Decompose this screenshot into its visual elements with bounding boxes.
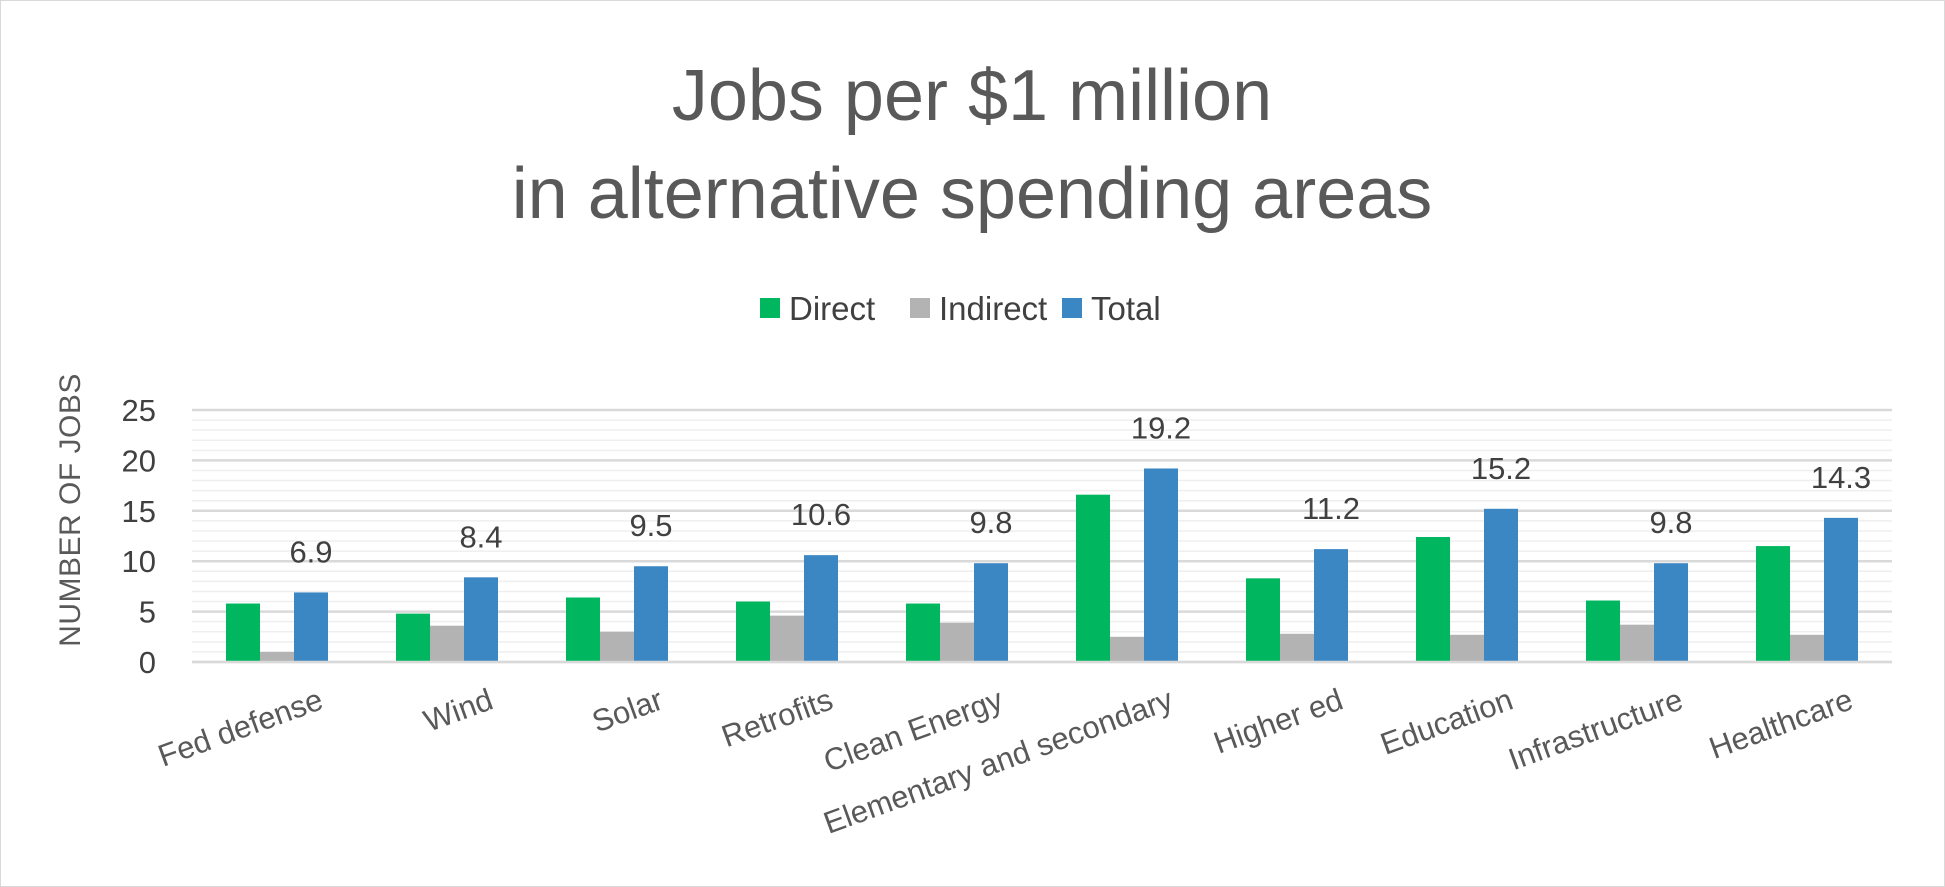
bar-total [1654,563,1688,662]
legend-label-indirect: Indirect [939,290,1047,327]
bar-direct [906,603,940,662]
bar-indirect [770,615,804,662]
bar-direct [396,613,430,662]
data-label-total: 14.3 [1811,460,1871,495]
y-tick-label: 5 [139,595,156,630]
x-tick-label: Healthcare [1705,682,1858,766]
data-label-total: 10.6 [791,497,851,532]
bar-indirect [1450,634,1484,662]
x-tick-label: Retrofits [717,682,837,754]
bar-direct [736,601,770,662]
legend-swatch-indirect [910,298,930,318]
x-tick-label: Higher ed [1209,682,1347,761]
x-tick-label: Fed defense [153,682,327,774]
x-tick-label: Education [1376,682,1518,762]
bar-direct [226,603,260,662]
y-tick-label: 15 [122,494,156,529]
bar-direct [566,597,600,662]
bars [226,468,1858,662]
bar-direct [1246,578,1280,662]
legend-swatch-direct [760,298,780,318]
bar-total [974,563,1008,662]
bar-indirect [1620,624,1654,662]
bar-total [634,566,668,662]
y-tick-label: 0 [139,645,156,680]
bar-indirect [600,631,634,662]
legend-label-direct: Direct [789,290,875,327]
bar-indirect [260,651,294,662]
data-label-total: 11.2 [1302,491,1360,526]
y-axis: 0 5 10 15 20 25 [122,393,156,680]
data-label-total: 8.4 [459,519,502,554]
bar-direct [1586,600,1620,662]
chart-title-line-2: in alternative spending areas [512,154,1433,234]
data-label-total: 15.2 [1471,451,1531,486]
data-label-total: 9.8 [969,505,1012,540]
gridlines [192,408,1892,664]
y-tick-label: 20 [122,443,156,478]
bar-total [1824,517,1858,662]
bar-indirect [1790,634,1824,662]
data-label-total: 6.9 [289,534,332,569]
bar-total [804,555,838,662]
bar-direct [1756,546,1790,662]
x-tick-label: Wind [419,682,497,739]
bar-indirect [1110,636,1144,662]
data-label-total: 19.2 [1131,410,1191,445]
x-tick-label: Infrastructure [1504,682,1688,777]
bar-indirect [940,622,974,662]
bar-total [1144,468,1178,662]
data-labels: 6.9 8.4 9.5 10.6 9.8 19.2 11.2 15.2 9.8 14.3 [289,410,1871,569]
bar-total [464,577,498,662]
bar-total [294,592,328,662]
bar-indirect [430,625,464,662]
data-label-total: 9.5 [629,508,672,543]
legend-swatch-total [1062,298,1082,318]
legend-label-total: Total [1091,290,1161,327]
bar-total [1314,549,1348,662]
chart-title-line-1: Jobs per $1 million [672,56,1272,136]
y-tick-label: 25 [122,393,156,428]
y-tick-label: 10 [122,544,156,579]
x-tick-label: Solar [587,682,667,740]
bar-direct [1076,494,1110,662]
y-axis-label: NUMBER OF JOBS [54,373,87,647]
data-label-total: 9.8 [1649,505,1692,540]
bar-direct [1416,537,1450,662]
bar-indirect [1280,633,1314,662]
legend: Direct Indirect Total [760,290,1161,327]
bar-total [1484,508,1518,662]
